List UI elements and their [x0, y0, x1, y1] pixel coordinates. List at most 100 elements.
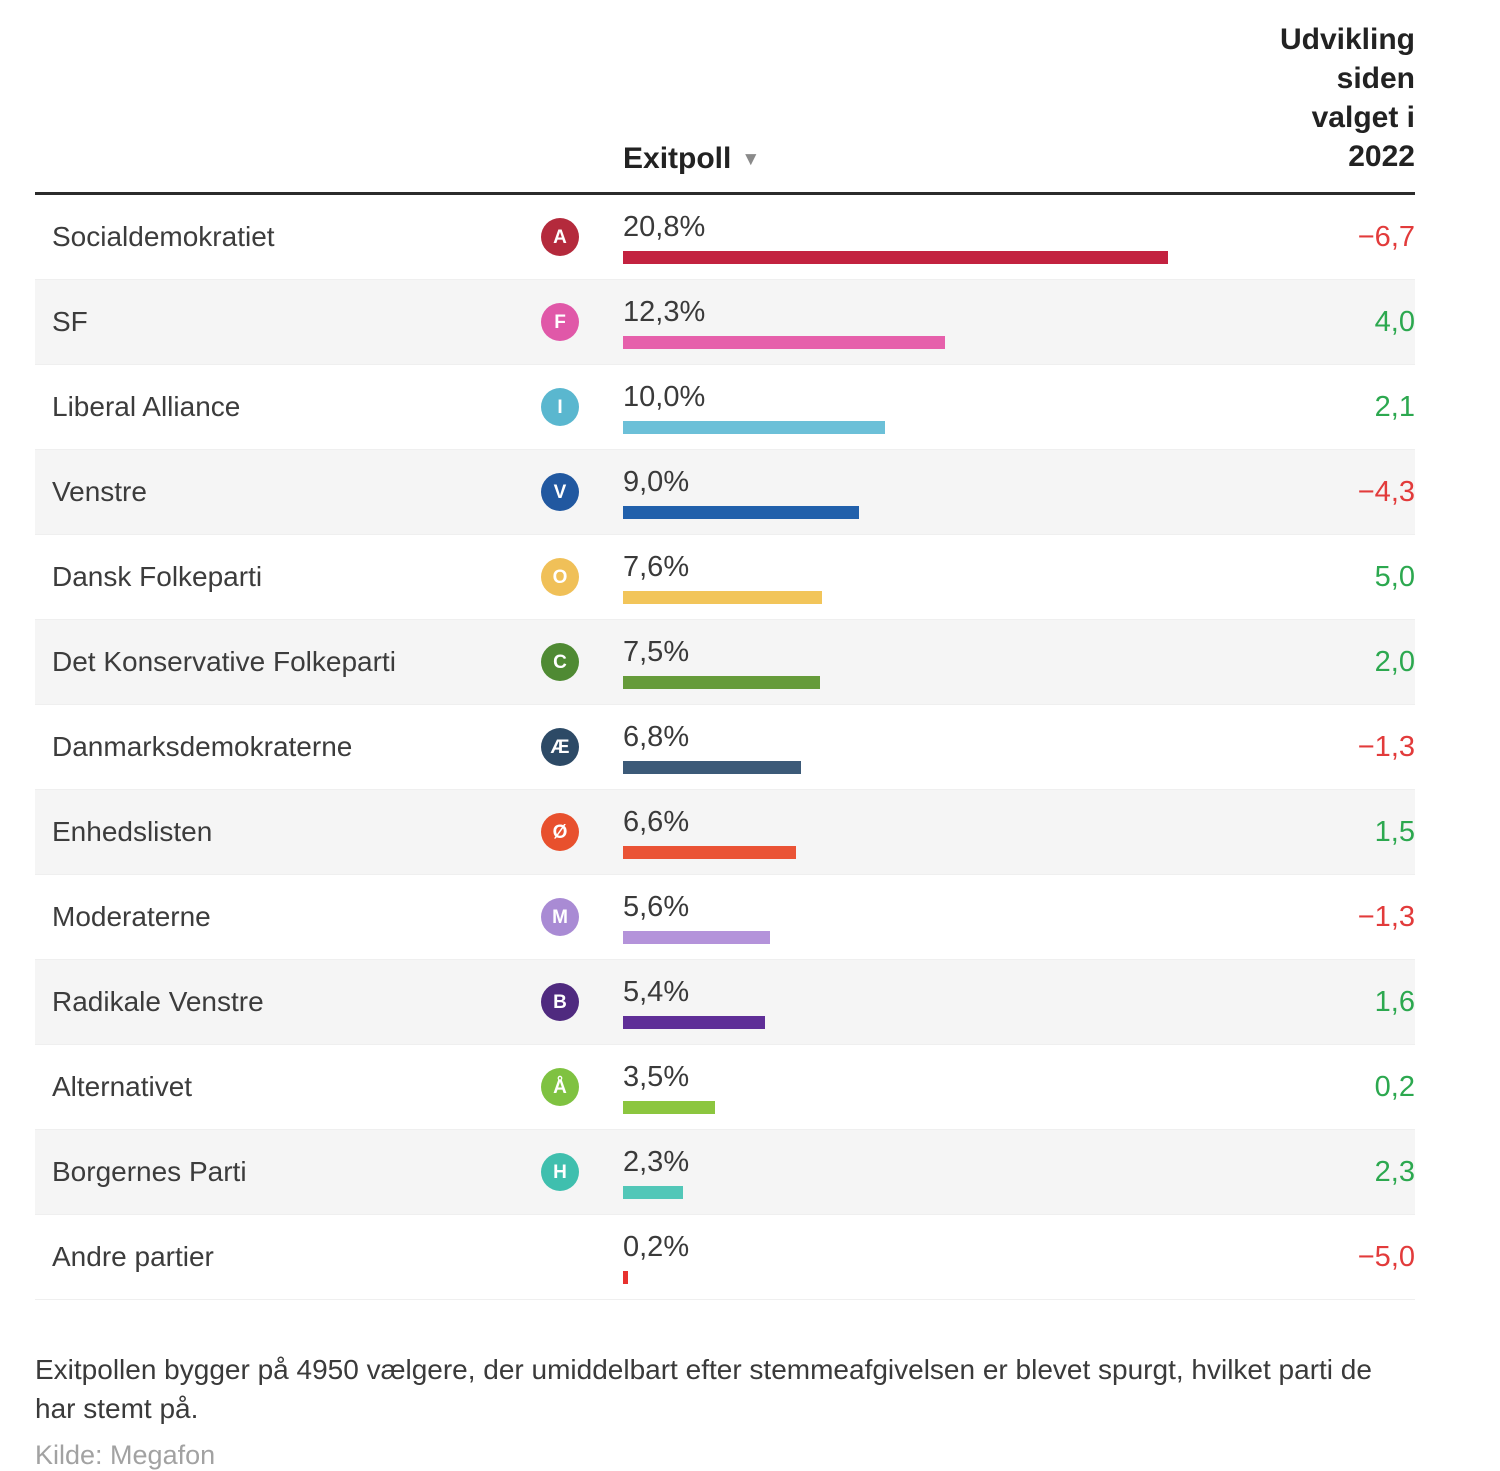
value-bar — [623, 760, 802, 774]
bar-cell: 9,0% — [605, 466, 1215, 519]
value-label: 3,5% — [623, 1060, 690, 1093]
party-icon-cell: F — [515, 303, 605, 341]
party-letter-icon: C — [541, 643, 579, 681]
party-name: Dansk Folkeparti — [52, 561, 263, 592]
bar-cell: 7,6% — [605, 551, 1215, 604]
bar-cell: 5,4% — [605, 976, 1215, 1029]
value-bar — [623, 420, 885, 434]
value-label: 0,2% — [623, 1230, 690, 1263]
party-row: Moderaterne M 5,6% −1,3 — [35, 875, 1415, 960]
party-row: Dansk Folkeparti O 7,6% 5,0 — [35, 535, 1415, 620]
party-icon-cell: Ø — [515, 813, 605, 851]
value-bar — [623, 335, 946, 349]
party-letter-icon: Æ — [541, 728, 579, 766]
party-icon-cell: O — [515, 558, 605, 596]
value-bar — [623, 505, 859, 519]
value-bar — [623, 930, 770, 944]
party-icon-cell: Æ — [515, 728, 605, 766]
value-bar — [623, 675, 820, 689]
value-label: 6,8% — [623, 720, 690, 753]
party-name: Venstre — [52, 476, 147, 507]
party-name: Moderaterne — [52, 901, 211, 932]
party-icon-cell: B — [515, 983, 605, 1021]
party-name: Danmarksdemokraterne — [52, 731, 353, 762]
party-name: Borgernes Parti — [52, 1156, 247, 1187]
party-icon-cell: H — [515, 1153, 605, 1191]
party-row: Radikale Venstre B 5,4% 1,6 — [35, 960, 1415, 1045]
value-label: 20,8% — [623, 210, 706, 243]
party-letter-icon: Ø — [541, 813, 579, 851]
change-value: 1,6 — [1374, 985, 1415, 1018]
change-value: 4,0 — [1374, 305, 1415, 338]
sort-descending-icon: ▼ — [741, 149, 761, 170]
bar-cell: 3,5% — [605, 1061, 1215, 1114]
bar-cell: 7,5% — [605, 636, 1215, 689]
value-bar — [623, 590, 823, 604]
exitpoll-table: Exitpoll ▼ Udvikling siden valget i 2022 So… — [35, 20, 1415, 1300]
bar-cell: 6,6% — [605, 806, 1215, 859]
value-label: 12,3% — [623, 295, 706, 328]
change-value: −4,3 — [1357, 475, 1415, 508]
change-value: 5,0 — [1374, 560, 1415, 593]
party-row: Liberal Alliance I 10,0% 2,1 — [35, 365, 1415, 450]
value-bar — [623, 1270, 629, 1284]
change-value: 0,2 — [1374, 1070, 1415, 1103]
change-value: −5,0 — [1357, 1240, 1415, 1273]
methodology-note: Exitpollen bygger på 4950 vælgere, der u… — [35, 1354, 1372, 1425]
party-row: Det Konservative Folkeparti C 7,5% 2,0 — [35, 620, 1415, 705]
change-value: −1,3 — [1357, 900, 1415, 933]
party-letter-icon: F — [541, 303, 579, 341]
party-name: Radikale Venstre — [52, 986, 264, 1017]
party-name: Liberal Alliance — [52, 391, 241, 422]
party-icon-cell: Å — [515, 1068, 605, 1106]
value-bar — [623, 1185, 684, 1199]
party-row: Enhedslisten Ø 6,6% 1,5 — [35, 790, 1415, 875]
bar-cell: 2,3% — [605, 1146, 1215, 1199]
party-name: Andre partier — [52, 1241, 214, 1272]
change-value: −6,7 — [1357, 220, 1415, 253]
party-name: SF — [52, 306, 88, 337]
value-label: 9,0% — [623, 465, 690, 498]
change-column-header: Udvikling siden valget i 2022 — [1279, 23, 1415, 173]
value-label: 5,4% — [623, 975, 690, 1008]
bar-cell: 0,2% — [605, 1231, 1215, 1284]
value-label: 7,6% — [623, 550, 690, 583]
change-value: 1,5 — [1374, 815, 1415, 848]
exitpoll-column-header[interactable]: Exitpoll ▼ — [605, 142, 1215, 176]
party-row: Andre partier 0,2% −5,0 — [35, 1215, 1415, 1300]
party-letter-icon: Å — [541, 1068, 579, 1106]
party-rows: Socialdemokratiet A 20,8% −6,7 SF F 12,3% 4,0 Li… — [35, 195, 1415, 1300]
party-letter-icon: A — [541, 218, 579, 256]
change-value: −1,3 — [1357, 730, 1415, 763]
party-letter-icon: H — [541, 1153, 579, 1191]
party-name: Alternativet — [52, 1071, 193, 1102]
bar-cell: 20,8% — [605, 211, 1215, 264]
table-header: Exitpoll ▼ Udvikling siden valget i 2022 — [35, 20, 1415, 195]
bar-cell: 5,6% — [605, 891, 1215, 944]
party-row: Socialdemokratiet A 20,8% −6,7 — [35, 195, 1415, 280]
party-row: Borgernes Parti H 2,3% 2,3 — [35, 1130, 1415, 1215]
value-label: 5,6% — [623, 890, 690, 923]
change-value: 2,0 — [1374, 645, 1415, 678]
party-row: Venstre V 9,0% −4,3 — [35, 450, 1415, 535]
value-label: 10,0% — [623, 380, 706, 413]
party-name: Det Konservative Folkeparti — [52, 646, 396, 677]
party-icon-cell: I — [515, 388, 605, 426]
change-value: 2,1 — [1374, 390, 1415, 423]
value-bar — [623, 1015, 765, 1029]
party-row: Danmarksdemokraterne Æ 6,8% −1,3 — [35, 705, 1415, 790]
bar-cell: 10,0% — [605, 381, 1215, 434]
change-value: 2,3 — [1374, 1155, 1415, 1188]
party-row: SF F 12,3% 4,0 — [35, 280, 1415, 365]
exitpoll-header-label: Exitpoll — [623, 142, 732, 175]
bar-cell: 6,8% — [605, 721, 1215, 774]
party-name: Enhedslisten — [52, 816, 213, 847]
party-name: Socialdemokratiet — [52, 221, 275, 252]
value-label: 7,5% — [623, 635, 690, 668]
party-letter-icon: B — [541, 983, 579, 1021]
party-letter-icon: V — [541, 473, 579, 511]
party-letter-icon: I — [541, 388, 579, 426]
value-label: 6,6% — [623, 805, 690, 838]
party-letter-icon: O — [541, 558, 579, 596]
